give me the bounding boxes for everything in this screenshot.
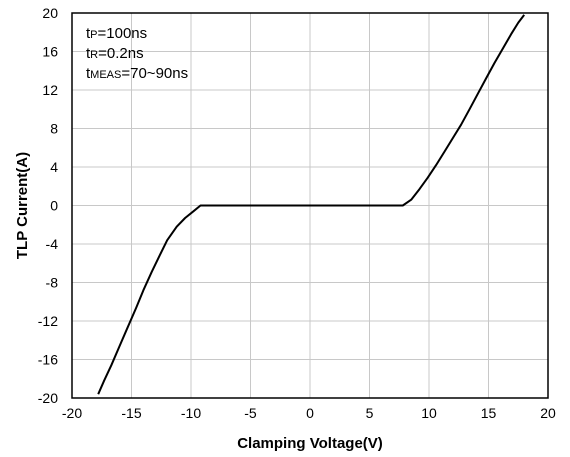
y-tick-label: 16 bbox=[42, 44, 58, 60]
y-axis-title: TLP Current(A) bbox=[14, 152, 31, 259]
annotation-box: tP=100ns tR=0.2ns tMEAS=70~90ns bbox=[86, 25, 188, 82]
x-tick-label: -20 bbox=[62, 405, 82, 421]
x-tick-label: 15 bbox=[481, 405, 497, 421]
y-tick-label: 20 bbox=[42, 5, 58, 21]
annotation-line: tR=0.2ns bbox=[86, 45, 144, 62]
series-layer bbox=[97, 14, 525, 395]
x-tick-label: -10 bbox=[181, 405, 201, 421]
y-tick-label: 8 bbox=[50, 121, 58, 137]
x-tick-label: -15 bbox=[121, 405, 141, 421]
x-tick-label: 0 bbox=[306, 405, 314, 421]
y-tick-label: -4 bbox=[46, 236, 59, 252]
plot-frame bbox=[71, 12, 549, 399]
y-tick-label: -12 bbox=[38, 313, 58, 329]
annotation-line: tP=100ns bbox=[86, 25, 147, 42]
x-tick-label: 20 bbox=[540, 405, 556, 421]
y-tick-label: -20 bbox=[38, 390, 58, 406]
y-tick-label: 12 bbox=[42, 82, 58, 98]
tick-labels: -20 -15 -10 -5 0 5 10 15 20 20 16 12 8 4 0 -4 -8 -12 -16 -2… bbox=[38, 5, 556, 421]
y-tick-label: -16 bbox=[38, 352, 58, 368]
x-tick-label: 10 bbox=[421, 405, 437, 421]
x-tick-label: 5 bbox=[366, 405, 374, 421]
series-line bbox=[97, 14, 525, 395]
x-tick-label: -5 bbox=[244, 405, 257, 421]
y-tick-label: 4 bbox=[50, 159, 58, 175]
y-tick-label: -8 bbox=[46, 275, 59, 291]
x-axis-title: Clamping Voltage(V) bbox=[237, 435, 383, 452]
annotation-line: tMEAS=70~90ns bbox=[86, 65, 188, 82]
y-tick-label: 0 bbox=[50, 198, 58, 214]
